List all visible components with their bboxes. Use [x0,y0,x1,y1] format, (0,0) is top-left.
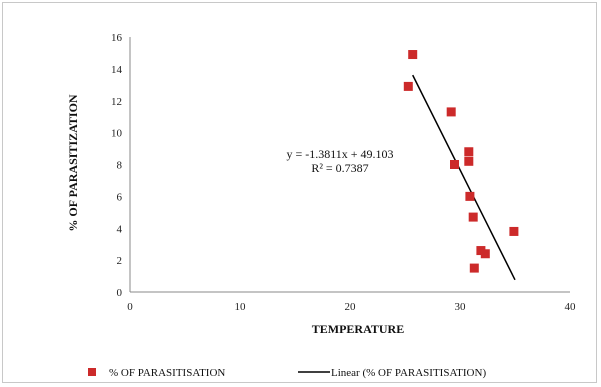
data-point [469,263,479,273]
data-point [465,191,475,201]
trendline-equation: y = -1.3811x + 49.103 [286,147,393,161]
x-tick-label: 0 [127,301,133,313]
data-point [480,249,490,259]
trendline-group [412,74,516,281]
x-tick-label: 30 [455,301,467,313]
data-point [450,160,459,169]
legend-series-label: % OF PARASITISATION [109,367,225,379]
y-tick-label: 6 [117,191,123,203]
x-axis-title: TEMPERATURE [312,322,404,336]
y-tick-labels: 0 2 4 6 8 10 12 14 16 [111,32,123,299]
data-point [403,81,413,91]
data-point [509,226,519,236]
y-tick-label: 8 [117,160,123,172]
x-tick-labels: 0 10 20 30 40 [127,301,576,313]
x-tick-label: 10 [235,301,247,313]
y-tick-label: 12 [111,96,122,108]
y-tick-label: 16 [111,32,123,44]
y-tick-label: 0 [117,287,123,299]
trendline [412,74,516,281]
data-point [446,107,456,117]
data-point [464,156,474,166]
y-tick-label: 4 [117,223,123,235]
chart-frame [2,2,597,383]
y-axis-title: % OF PARASITIZATION [66,94,80,231]
axes [129,37,570,293]
legend-marker-icon [88,368,96,376]
y-tick-label: 10 [111,128,123,140]
data-point [468,212,478,222]
r-squared-label: R² = 0.7387 [311,161,368,175]
data-point [464,147,474,157]
legend-trendline-label: Linear (% OF PARASITISATION) [331,367,486,379]
legend: % OF PARASITISATION Linear (% OF PARASIT… [88,367,486,379]
x-tick-label: 40 [565,301,577,313]
y-tick-label: 2 [117,255,123,267]
data-point [408,50,418,60]
y-tick-label: 14 [111,64,123,76]
x-tick-label: 20 [345,301,357,313]
data-points [403,50,519,273]
